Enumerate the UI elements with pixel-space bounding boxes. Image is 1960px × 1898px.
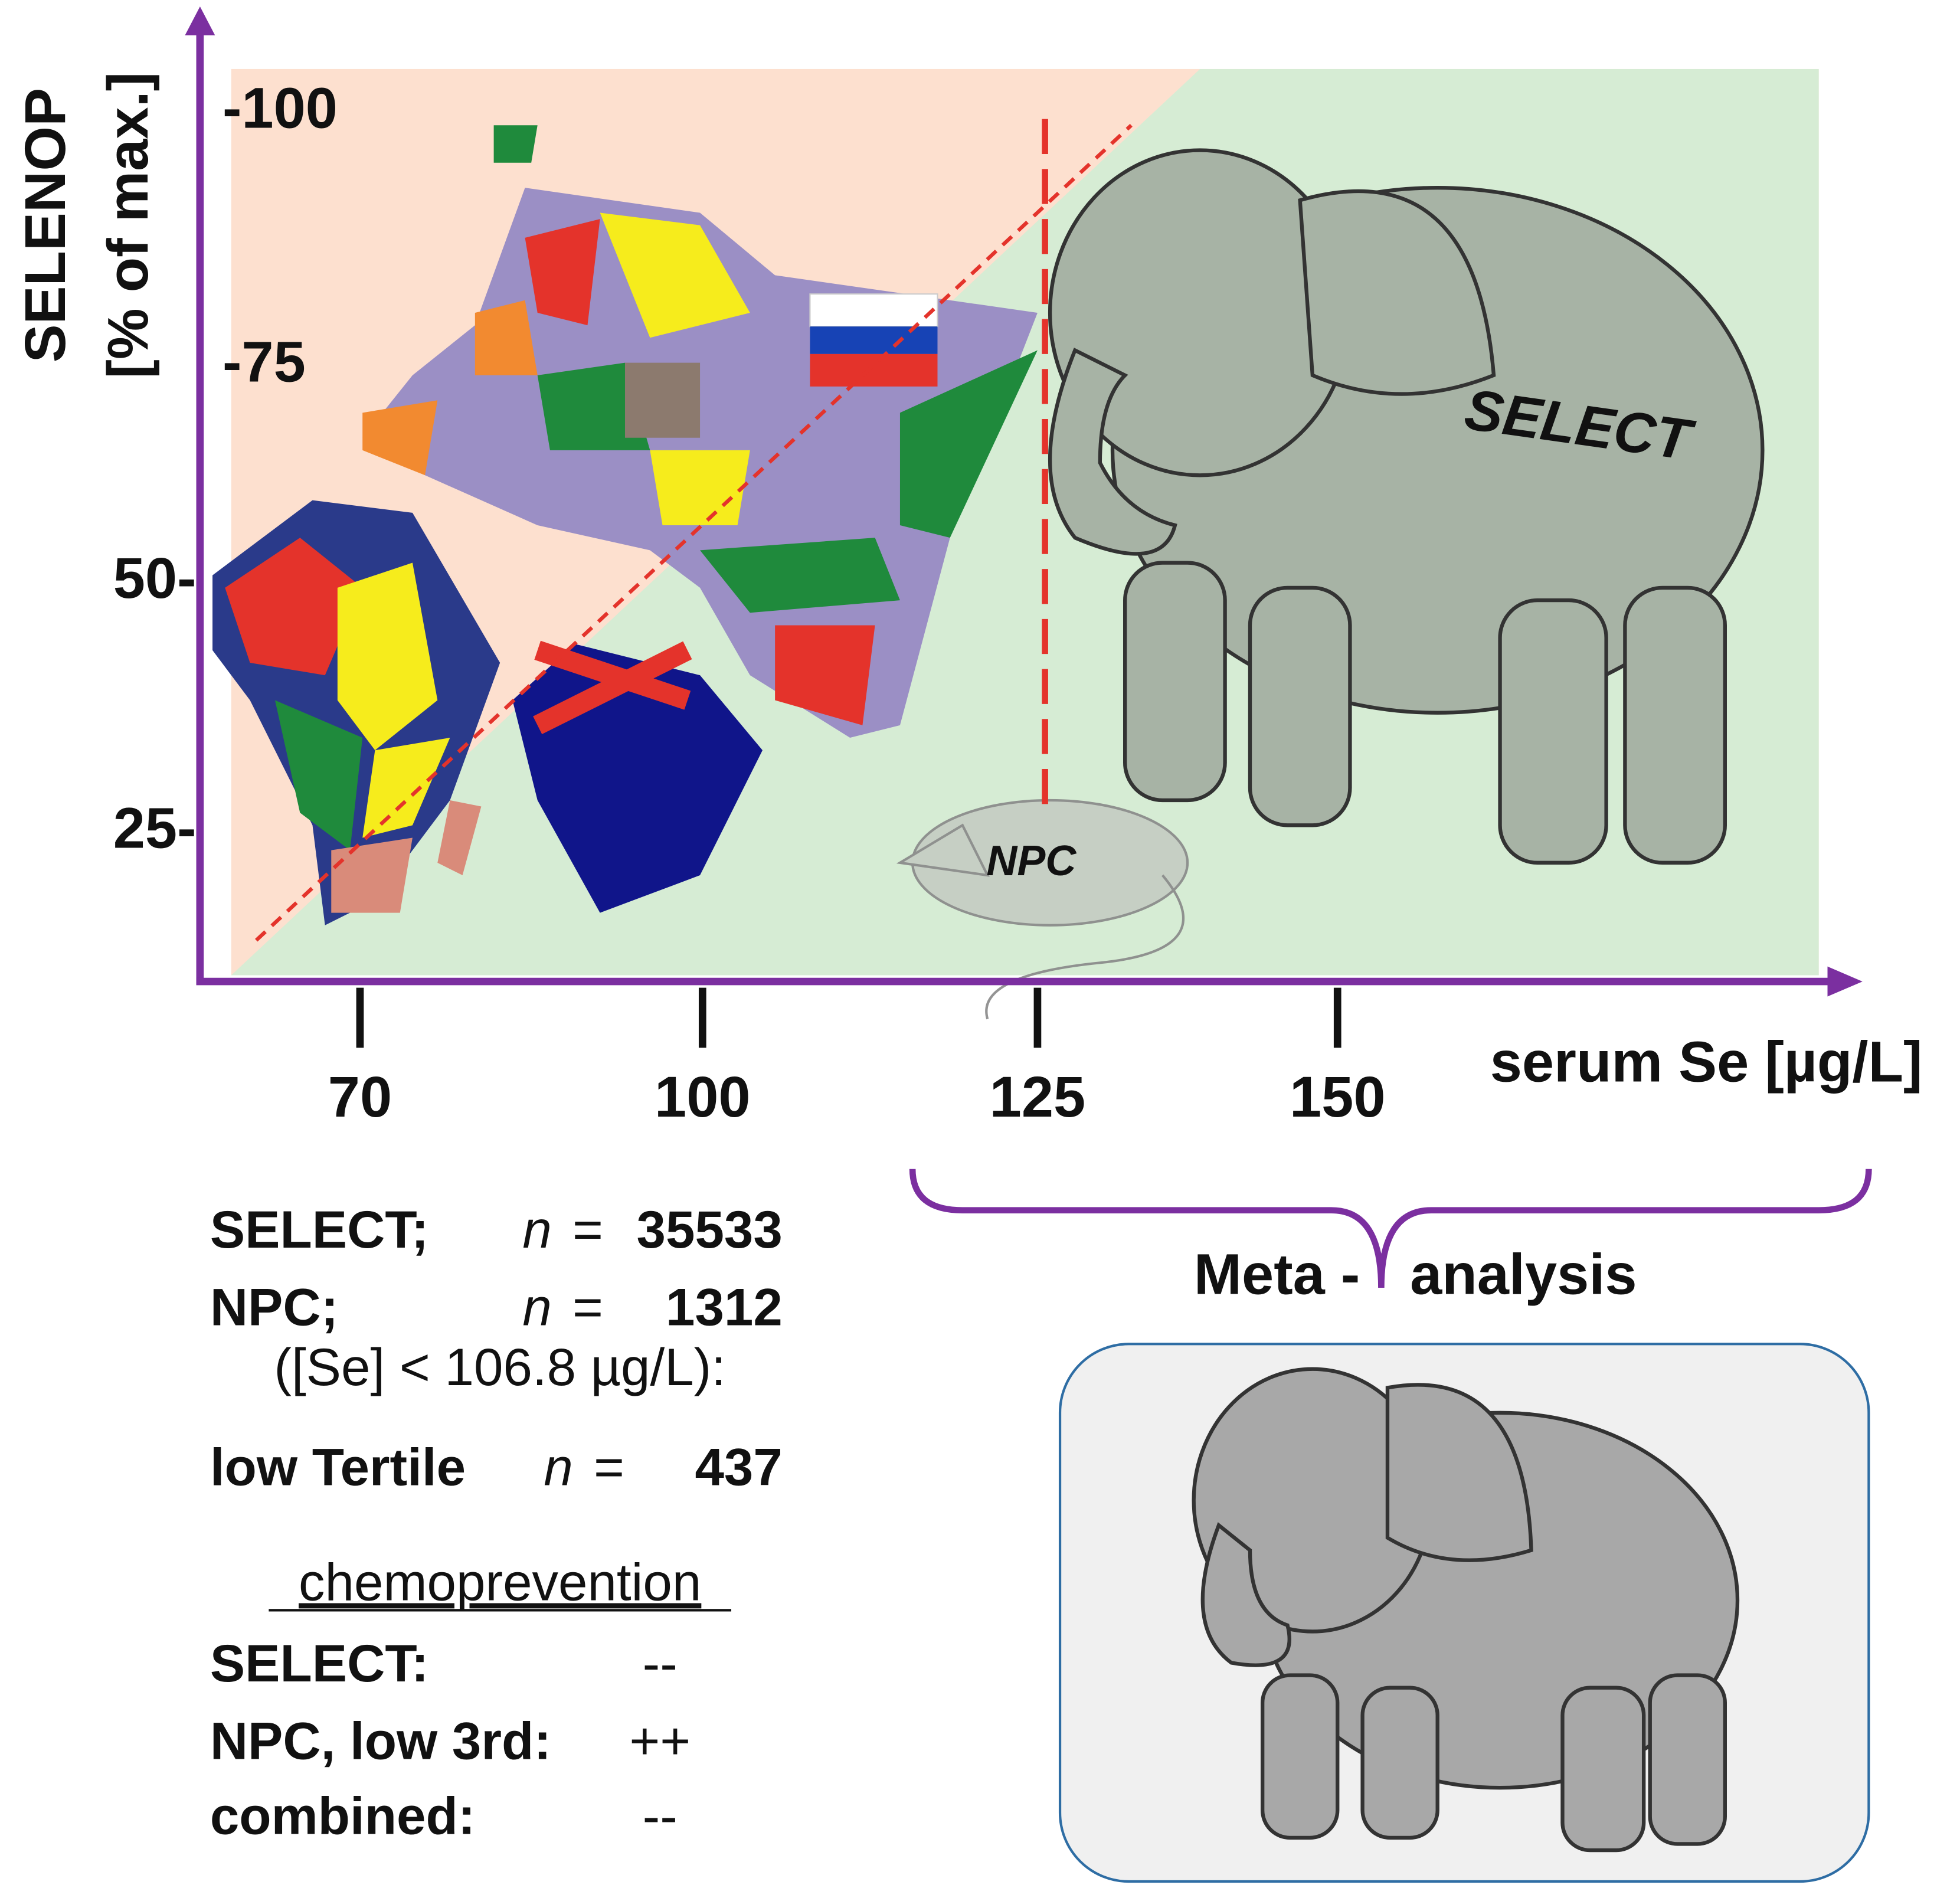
study-label: low Tertile (210, 1438, 466, 1497)
chemo-result: ++ (629, 1711, 691, 1770)
x-tick-label: 125 (990, 1065, 1086, 1129)
chemo-heading: chemoprevention (299, 1552, 701, 1611)
study-note: ([Se] < 106.8 µg/L): (274, 1337, 726, 1396)
study-value: 35533 (637, 1200, 783, 1259)
russia-flag (809, 293, 938, 387)
x-axis-label: serum Se [µg/L] (1490, 1030, 1923, 1094)
study-n: n (544, 1438, 572, 1497)
chemo-label: SELECT: (210, 1634, 429, 1693)
mouse (896, 799, 1189, 1020)
meta-label: Meta - (1194, 1242, 1360, 1307)
elephant (1048, 148, 1765, 865)
y-ticks: -100 -75 50- 25- (113, 76, 338, 860)
study-value: 437 (695, 1438, 782, 1497)
y-tick-label: -100 (222, 76, 338, 140)
x-tick-label: 150 (1290, 1065, 1386, 1129)
chemo-label: combined: (210, 1786, 476, 1845)
y-tick-label: 50- (113, 546, 197, 610)
y-tick-label: -75 (222, 329, 306, 394)
studies: SELECT; n = 35533 NPC; n = 1312 low Tertile n = 437 (210, 1200, 783, 1496)
study-value: 1312 (666, 1278, 783, 1337)
study-eq: = (572, 1278, 603, 1337)
study-n: n (522, 1200, 551, 1259)
chemoprevention: SELECT: -- NPC, low 3rd: ++ combined: -- (210, 1634, 691, 1845)
world-map (212, 125, 1038, 925)
study-eq: = (594, 1438, 624, 1497)
trend-line (255, 123, 1133, 942)
y-tick-label: 25- (113, 796, 197, 860)
meta-elephant (1192, 1367, 1740, 1853)
study-eq: = (572, 1200, 603, 1259)
study-label: NPC; (210, 1278, 338, 1337)
chemo-result: -- (643, 1634, 678, 1693)
chemo-result: -- (643, 1786, 678, 1845)
x-tick-label: 70 (328, 1065, 392, 1129)
axes (185, 6, 1863, 997)
x-ticks: 70 100 125 150 (328, 987, 1386, 1129)
study-n: n (522, 1278, 551, 1337)
brace (909, 1169, 1872, 1288)
y-axis-label: SELENOP (13, 88, 77, 363)
chemo-label: NPC, low 3rd: (210, 1711, 551, 1770)
x-tick-label: 100 (655, 1065, 751, 1129)
study-label: SELECT; (210, 1200, 429, 1259)
y-axis-label: [% of max.] (96, 72, 160, 379)
meta-label: analysis (1410, 1242, 1637, 1307)
mouse-label: NPC (986, 837, 1076, 885)
